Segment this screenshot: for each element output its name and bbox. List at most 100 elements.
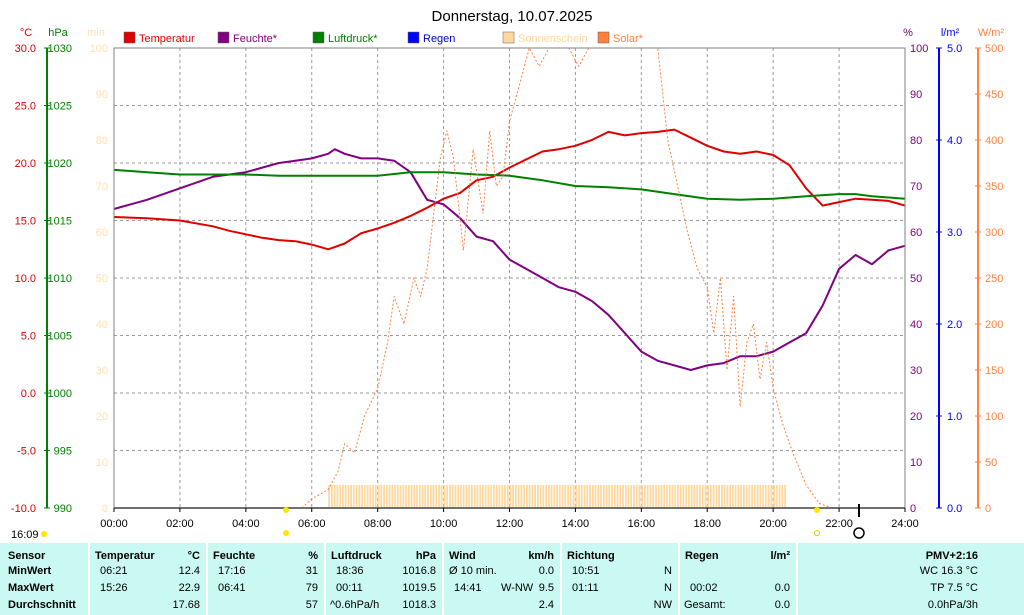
sunshine-bar [515, 485, 517, 508]
sunshine-bar [369, 485, 372, 508]
sunshine-bar [528, 485, 531, 508]
series-line-temperatur [113, 128, 906, 251]
sunshine-bar [435, 485, 438, 508]
sunshine-bar [399, 485, 402, 508]
pressure-tick-label: 1025 [48, 101, 72, 113]
humidity-min-time: 17:16 [218, 565, 246, 577]
sunshine-bar [608, 485, 611, 508]
series-line-solar [301, 47, 833, 509]
solar-tick-label: 400 [985, 135, 1003, 147]
sunshine-bar [407, 485, 410, 508]
humidity-title: Feuchte [213, 550, 256, 562]
sunshine-bar [721, 485, 723, 508]
temperature-max-time: 15:26 [100, 582, 128, 594]
current-time-label: 16:09 [11, 529, 39, 541]
sunshine-bar [778, 485, 781, 508]
sunshine-bar [729, 485, 731, 508]
sunshine-bar [462, 485, 465, 508]
separator [560, 543, 562, 615]
temperature-max: 22.9 [178, 582, 200, 594]
rain-max-time: 00:02 [690, 582, 718, 594]
sunshine-bar [347, 485, 350, 508]
x-tick-label: 06:00 [298, 518, 326, 530]
humidity-tick-label: 20 [910, 411, 922, 423]
sunshine-bar [328, 485, 330, 508]
sunshine-bar [679, 485, 682, 508]
sunshine-bar [490, 485, 493, 508]
pressure-trend: ^0.6hPa/h [330, 599, 380, 611]
sunshine-bar [677, 485, 679, 508]
stats-direction: Richtung 10:51 N 01:11 N NW [562, 543, 678, 615]
sunshine-bar [391, 485, 394, 508]
legend-label: Sonnenschein [518, 33, 588, 45]
sunshine-bar [630, 485, 633, 508]
sunshine-bar [553, 485, 556, 508]
x-tick-label: 10:00 [430, 518, 458, 530]
sunshine-bar [781, 485, 784, 508]
separator [206, 543, 208, 615]
pressure-min: 1016.8 [402, 565, 436, 577]
sunshine-bar [619, 485, 622, 508]
sunshine-bar [558, 485, 561, 508]
solar-tick-label: 150 [985, 365, 1003, 377]
sunshine-bar [745, 485, 748, 508]
sunshine-bar [718, 485, 720, 508]
stats-rain: Regen l/m² 00:02 0.0 Gesamt: 0.0 [680, 543, 796, 615]
stats-pressure: Luftdruck hPa 18:36 1016.8 00:11 1019.5 … [326, 543, 442, 615]
chart-title: Donnerstag, 10.07.2025 [432, 8, 593, 25]
sunshine-bar [454, 485, 457, 508]
sunshine-bar [682, 485, 685, 508]
wind-title: Wind [449, 550, 476, 562]
sunshine-bar [710, 485, 712, 508]
temperature-tick-label: 5.0 [21, 331, 36, 343]
sunshine-bar [657, 485, 660, 508]
sunshine-bar [770, 485, 773, 508]
temperature-min-time: 06:21 [100, 565, 128, 577]
rain-tick-label: 5.0 [947, 43, 962, 55]
sunshine-bar [575, 485, 578, 508]
sunshine-bar [633, 485, 635, 508]
sunshine-bar [622, 485, 624, 508]
sunshine-bar [352, 485, 355, 508]
rain-tick-label: 4.0 [947, 135, 962, 147]
sunshine-bar [531, 485, 534, 508]
stats-humidity: Feuchte % 17:16 31 06:41 79 57 [208, 543, 324, 615]
sunshine-bar [641, 485, 644, 508]
sunshine-bar [487, 485, 490, 508]
sunshine-bar [537, 485, 539, 508]
wind-avg: 2.4 [538, 599, 554, 611]
solar-tick-label: 0 [985, 503, 991, 515]
solar-tick-label: 300 [985, 227, 1003, 239]
sunshine-bar [732, 485, 734, 508]
sunshine-bar [457, 485, 460, 508]
solar-tick-label: 100 [985, 411, 1003, 423]
humidity-tick-label: 0 [910, 503, 916, 515]
sunrise-marker [283, 530, 289, 536]
wind-unit: km/h [528, 550, 554, 562]
sunshine-bar [465, 485, 468, 508]
legend-swatch [407, 31, 420, 44]
sunshine-bar [583, 485, 586, 508]
sunshine-bar [479, 485, 482, 508]
sunshine-bar [339, 485, 341, 508]
sunshine-bar [451, 485, 454, 508]
rain-max: 0.0 [774, 582, 790, 594]
sunshine-bar [482, 485, 484, 508]
sunshine-bar [594, 485, 597, 508]
solar-tick-label: 50 [985, 457, 997, 469]
sunshine-bar [699, 485, 701, 508]
separator [88, 543, 90, 615]
sunshine-bar [539, 485, 542, 508]
temperature-tick-label: 0.0 [21, 388, 36, 400]
solar-tick-label: 250 [985, 273, 1003, 285]
dew-point: TP 7.5 °C [930, 582, 978, 594]
sunshine-bar [424, 485, 427, 508]
humidity-tick-label: 90 [910, 89, 922, 101]
rain-total: 0.0 [774, 599, 790, 611]
sunshine-bar [342, 485, 344, 508]
current-time-dot [41, 531, 47, 537]
sunshine-bar [355, 485, 358, 508]
sunshine-bar [660, 485, 663, 508]
legend-swatch [502, 31, 515, 44]
pressure-tick-label: 1015 [48, 216, 72, 228]
